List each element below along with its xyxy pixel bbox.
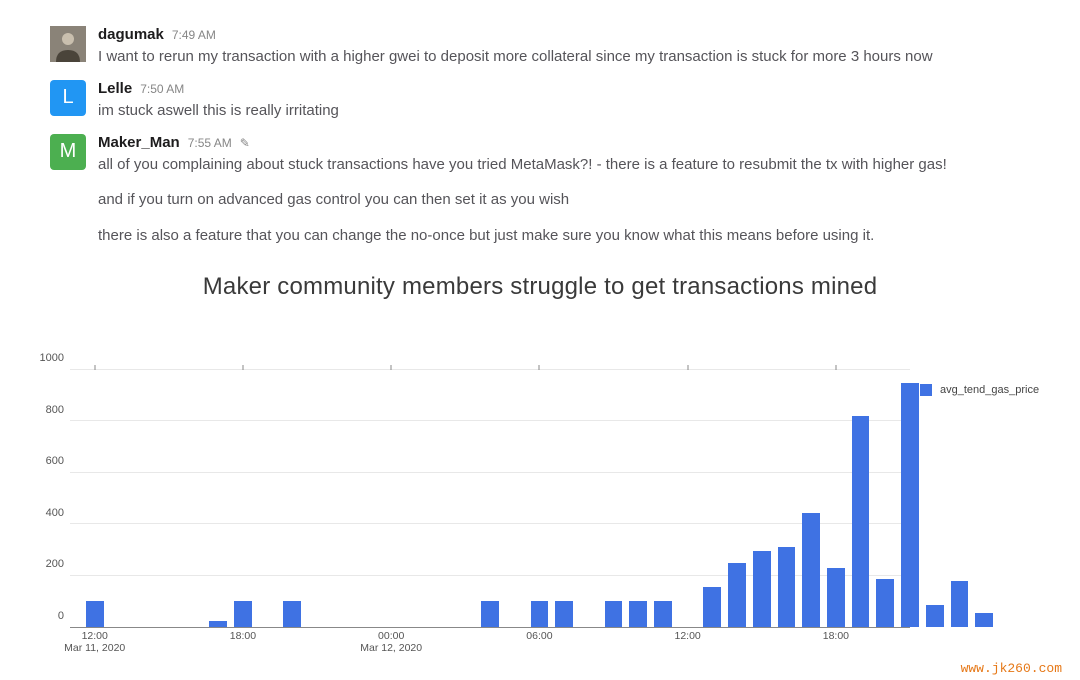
avatar[interactable]: M <box>50 134 86 170</box>
x-tick-mark <box>391 365 392 370</box>
chart-bar <box>209 621 227 627</box>
chart-bar <box>728 563 746 627</box>
chart-bar <box>926 605 944 627</box>
chart-bar <box>802 513 820 627</box>
chart-legend: avg_tend_gas_price <box>920 384 1060 396</box>
chat-message: dagumak 7:49 AM I want to rerun my trans… <box>50 26 1040 68</box>
x-tick-mark <box>835 365 836 370</box>
x-tick-label: 12:00Mar 11, 2020 <box>64 630 125 654</box>
gas-price-chart: 02004006008001000 12:00Mar 11, 202018:00… <box>20 370 1060 662</box>
x-tick-mark <box>539 365 540 370</box>
chart-bar <box>753 551 771 627</box>
figure-caption: Maker community members struggle to get … <box>0 273 1080 301</box>
chat-message: L Lelle 7:50 AM im stuck aswell this is … <box>50 80 1040 122</box>
x-tick-label: 12:00 <box>675 630 701 642</box>
legend-swatch <box>920 384 932 396</box>
chart-bar <box>654 601 672 627</box>
chat-message: M Maker_Man 7:55 AM ✎ all of you complai… <box>50 134 1040 247</box>
chat-thread: dagumak 7:49 AM I want to rerun my trans… <box>0 0 1080 247</box>
chart-bar <box>531 601 549 627</box>
message-username[interactable]: Maker_Man <box>98 134 180 152</box>
message-timestamp: 7:50 AM <box>140 82 184 96</box>
watermark-text: www.jk260.com <box>961 661 1062 676</box>
message-text: all of you complaining about stuck trans… <box>98 154 1040 176</box>
y-tick-label: 0 <box>20 610 64 622</box>
y-tick-label: 200 <box>20 558 64 570</box>
x-tick-label: 18:00 <box>230 630 256 642</box>
chart-bar <box>778 547 796 627</box>
chart-bar <box>975 613 993 627</box>
avatar-letter: L <box>62 86 73 109</box>
message-username[interactable]: Lelle <box>98 80 132 98</box>
chart-bar <box>852 416 870 627</box>
x-tick-mark <box>687 365 688 370</box>
chart-bar <box>629 601 647 627</box>
chart-bar <box>827 568 845 627</box>
chart-bar <box>951 581 969 627</box>
chart-y-axis: 02004006008001000 <box>20 370 68 628</box>
chart-bar <box>234 601 252 627</box>
chart-bar <box>901 383 919 627</box>
message-text: and if you turn on advanced gas control … <box>98 189 1040 211</box>
x-tick-mark <box>94 365 95 370</box>
message-text: im stuck aswell this is really irritatin… <box>98 100 1040 122</box>
chart-bar <box>703 587 721 627</box>
chart-bar <box>876 579 894 627</box>
chart-bar <box>481 601 499 627</box>
y-tick-label: 600 <box>20 455 64 467</box>
chart-bar <box>605 601 623 627</box>
message-timestamp: 7:49 AM <box>172 28 216 42</box>
chart-bar <box>555 601 573 627</box>
chart-plot-area <box>70 370 910 628</box>
chart-bar <box>86 601 104 627</box>
avatar-letter: M <box>60 140 77 163</box>
legend-label: avg_tend_gas_price <box>940 384 1039 396</box>
pencil-icon: ✎ <box>240 136 250 150</box>
x-tick-label: 00:00Mar 12, 2020 <box>360 630 422 654</box>
message-timestamp: 7:55 AM <box>188 136 232 150</box>
chart-bars <box>70 370 910 627</box>
avatar[interactable] <box>50 26 86 62</box>
y-tick-label: 400 <box>20 507 64 519</box>
chart-x-axis: 12:00Mar 11, 202018:0000:00Mar 12, 20200… <box>70 628 910 662</box>
x-tick-label: 06:00 <box>526 630 552 642</box>
y-tick-label: 1000 <box>20 352 64 364</box>
x-tick-mark <box>242 365 243 370</box>
message-username[interactable]: dagumak <box>98 26 164 44</box>
message-text: there is also a feature that you can cha… <box>98 225 1040 247</box>
x-tick-label: 18:00 <box>823 630 849 642</box>
y-tick-label: 800 <box>20 404 64 416</box>
avatar[interactable]: L <box>50 80 86 116</box>
chart-bar <box>283 601 301 627</box>
message-text: I want to rerun my transaction with a hi… <box>98 46 1040 68</box>
avatar-photo-icon <box>50 26 86 62</box>
